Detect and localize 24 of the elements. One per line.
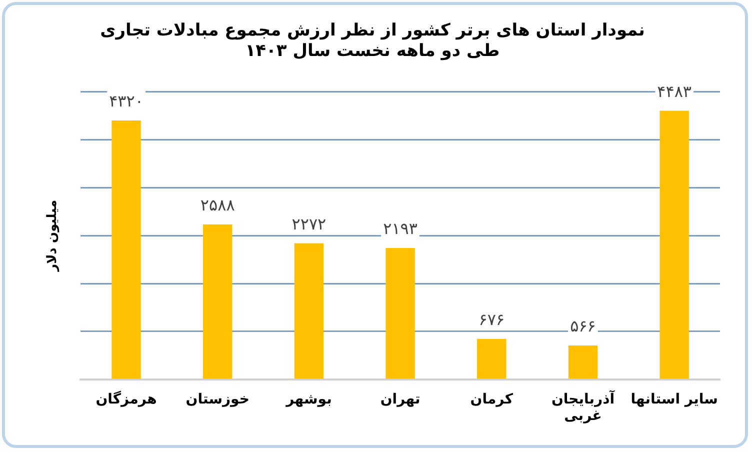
data-label: ۴۴۸۳ bbox=[657, 82, 692, 101]
data-label: ۴۳۲۰ bbox=[109, 92, 144, 111]
x-tick-label: خوزستان bbox=[186, 391, 250, 408]
data-label: ۵۶۶ bbox=[570, 316, 596, 336]
data-label: ۲۵۸۸ bbox=[200, 195, 236, 214]
bar bbox=[568, 345, 598, 379]
bar bbox=[477, 338, 506, 379]
y-axis-title: میلیون دلار bbox=[45, 200, 60, 272]
x-tick-label: تهران bbox=[380, 391, 420, 408]
bar bbox=[112, 120, 141, 379]
x-tick-label: هرمزگان bbox=[96, 390, 157, 408]
text: طی دو ماهه نخست سال ۱۴۰۳ bbox=[245, 41, 500, 62]
bar bbox=[386, 248, 415, 379]
text: نمودار استان های برتر کشور از نظر ارزش مجموع مبادلات تجاری bbox=[100, 20, 645, 41]
bar bbox=[660, 110, 689, 379]
x-tick-label: آذربایجان غربی bbox=[551, 389, 616, 424]
bar bbox=[203, 224, 232, 379]
data-label: ۲۲۷۲ bbox=[292, 214, 326, 234]
x-tick-label: سایر استانها bbox=[630, 391, 718, 408]
data-label: ۲۱۹۳ bbox=[383, 219, 418, 238]
x-tick-label: بوشهر bbox=[285, 391, 332, 408]
bar bbox=[294, 243, 324, 379]
x-tick-label: کرمان bbox=[470, 391, 514, 408]
data-label: ۶۷۶ bbox=[478, 310, 505, 330]
